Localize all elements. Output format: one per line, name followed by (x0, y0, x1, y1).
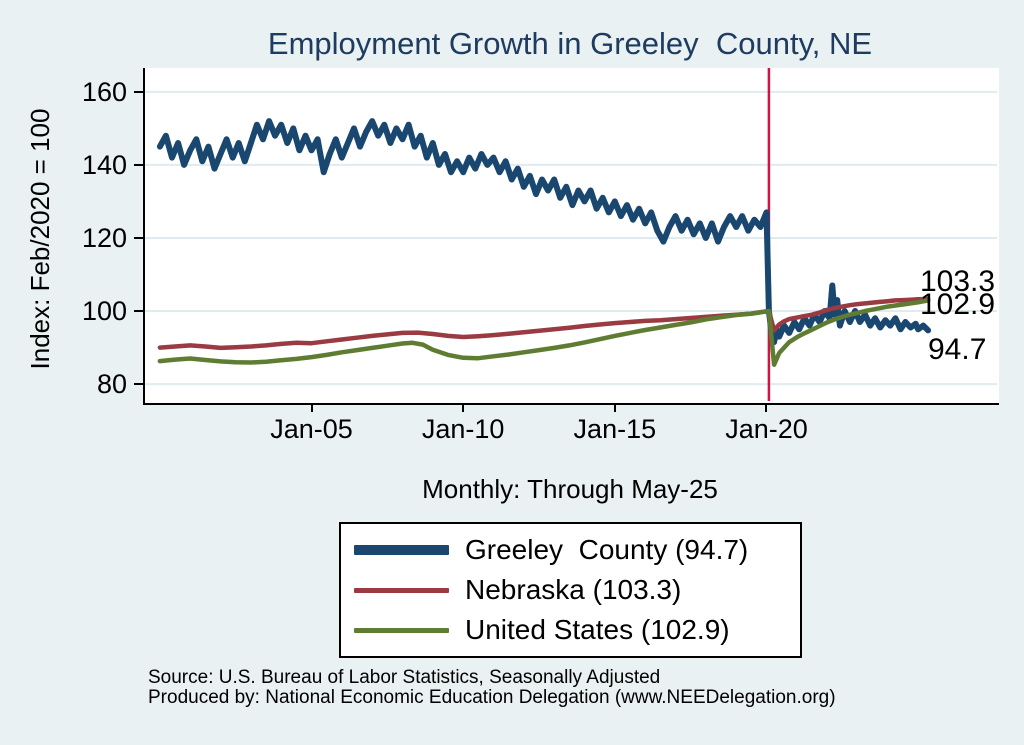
end-label-united-states: 102.9 (920, 288, 996, 321)
legend: Greeley County (94.7) Nebraska (103.3) U… (339, 522, 802, 658)
y-tick-label-120: 120 (81, 222, 127, 253)
y-tick-mark-160 (134, 90, 143, 93)
source-line-1: Source: U.S. Bureau of Labor Statistics,… (148, 667, 661, 688)
series-line-united-states (157, 298, 931, 367)
x-tick-label-Jan-05: Jan-05 (270, 414, 353, 444)
y-tick-label-80: 80 (96, 369, 127, 400)
plot-svg (145, 68, 997, 401)
x-tick-label-Jan-20: Jan-20 (725, 414, 808, 444)
series-line-greeley-county (156, 118, 932, 346)
legend-swatch-greeley-county (354, 545, 449, 555)
legend-label-greeley-county: Greeley County (94.7) (465, 534, 749, 565)
y-tick-mark-140 (134, 163, 143, 166)
plot-area (143, 68, 999, 405)
x-tick-label-Jan-15: Jan-15 (573, 414, 657, 444)
source-line-2: Produced by: National Economic Education… (148, 687, 836, 708)
x-tick-mark-Jan-15 (613, 403, 616, 412)
x-tick-mark-Jan-20 (765, 403, 768, 412)
x-tick-mark-Jan-10 (462, 403, 465, 412)
y-tick-mark-80 (134, 383, 143, 386)
legend-swatch-nebraska (354, 587, 449, 593)
legend-item-nebraska: Nebraska (103.3) (341, 574, 800, 606)
x-tick-mark-Jan-05 (310, 403, 313, 412)
y-tick-label-100: 100 (81, 296, 127, 327)
source-note: Source: U.S. Bureau of Labor Statistics,… (148, 668, 836, 708)
end-label-greeley-county: 94.7 (928, 333, 987, 366)
y-tick-mark-120 (134, 236, 143, 239)
x-tick-label-Jan-10: Jan-10 (421, 414, 505, 444)
series-line-nebraska (157, 296, 931, 351)
legend-item-united-states: United States (102.9) (341, 614, 800, 646)
y-tick-label-160: 160 (81, 76, 127, 107)
y-tick-label-140: 140 (81, 149, 127, 180)
legend-label-united-states: United States (102.9) (465, 614, 730, 645)
y-tick-mark-100 (134, 310, 143, 313)
x-axis-note: Monthly: Through May-25 (422, 474, 718, 504)
legend-item-greeley-county: Greeley County (94.7) (341, 534, 800, 566)
legend-label-nebraska: Nebraska (103.3) (465, 574, 682, 605)
end-label-nebraska: 103.3 (920, 265, 996, 298)
legend-swatch-united-states (354, 627, 449, 633)
chart-title: Employment Growth in Greeley County, NE (267, 26, 873, 61)
